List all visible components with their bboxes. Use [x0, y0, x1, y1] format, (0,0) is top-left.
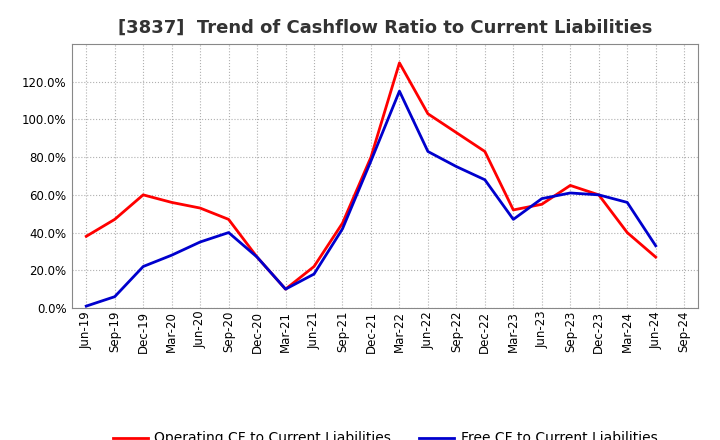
- Operating CF to Current Liabilities: [395, 60, 404, 66]
- Operating CF to Current Liabilities: [225, 217, 233, 222]
- Operating CF to Current Liabilities: [338, 220, 347, 226]
- Free CF to Current Liabilities: [282, 286, 290, 292]
- Operating CF to Current Liabilities: [282, 286, 290, 292]
- Operating CF to Current Liabilities: [253, 254, 261, 260]
- Free CF to Current Liabilities: [395, 88, 404, 94]
- Free CF to Current Liabilities: [566, 191, 575, 196]
- Free CF to Current Liabilities: [139, 264, 148, 269]
- Operating CF to Current Liabilities: [623, 230, 631, 235]
- Free CF to Current Liabilities: [167, 253, 176, 258]
- Free CF to Current Liabilities: [82, 304, 91, 309]
- Free CF to Current Liabilities: [595, 192, 603, 198]
- Operating CF to Current Liabilities: [566, 183, 575, 188]
- Operating CF to Current Liabilities: [480, 149, 489, 154]
- Operating CF to Current Liabilities: [110, 217, 119, 222]
- Operating CF to Current Liabilities: [652, 254, 660, 260]
- Free CF to Current Liabilities: [652, 243, 660, 249]
- Line: Free CF to Current Liabilities: Free CF to Current Liabilities: [86, 91, 656, 306]
- Free CF to Current Liabilities: [537, 196, 546, 201]
- Operating CF to Current Liabilities: [139, 192, 148, 198]
- Operating CF to Current Liabilities: [595, 192, 603, 198]
- Operating CF to Current Liabilities: [82, 234, 91, 239]
- Free CF to Current Liabilities: [253, 254, 261, 260]
- Title: [3837]  Trend of Cashflow Ratio to Current Liabilities: [3837] Trend of Cashflow Ratio to Curren…: [118, 19, 652, 37]
- Free CF to Current Liabilities: [509, 217, 518, 222]
- Free CF to Current Liabilities: [110, 294, 119, 299]
- Free CF to Current Liabilities: [623, 200, 631, 205]
- Line: Operating CF to Current Liabilities: Operating CF to Current Liabilities: [86, 63, 656, 289]
- Operating CF to Current Liabilities: [509, 207, 518, 213]
- Free CF to Current Liabilities: [480, 177, 489, 183]
- Free CF to Current Liabilities: [338, 226, 347, 231]
- Free CF to Current Liabilities: [196, 239, 204, 245]
- Free CF to Current Liabilities: [366, 158, 375, 164]
- Operating CF to Current Liabilities: [423, 111, 432, 117]
- Free CF to Current Liabilities: [310, 271, 318, 277]
- Operating CF to Current Liabilities: [196, 205, 204, 211]
- Operating CF to Current Liabilities: [537, 202, 546, 207]
- Free CF to Current Liabilities: [225, 230, 233, 235]
- Operating CF to Current Liabilities: [310, 264, 318, 269]
- Free CF to Current Liabilities: [452, 164, 461, 169]
- Operating CF to Current Liabilities: [167, 200, 176, 205]
- Operating CF to Current Liabilities: [452, 130, 461, 135]
- Free CF to Current Liabilities: [423, 149, 432, 154]
- Legend: Operating CF to Current Liabilities, Free CF to Current Liabilities: Operating CF to Current Liabilities, Fre…: [107, 426, 663, 440]
- Operating CF to Current Liabilities: [366, 154, 375, 160]
